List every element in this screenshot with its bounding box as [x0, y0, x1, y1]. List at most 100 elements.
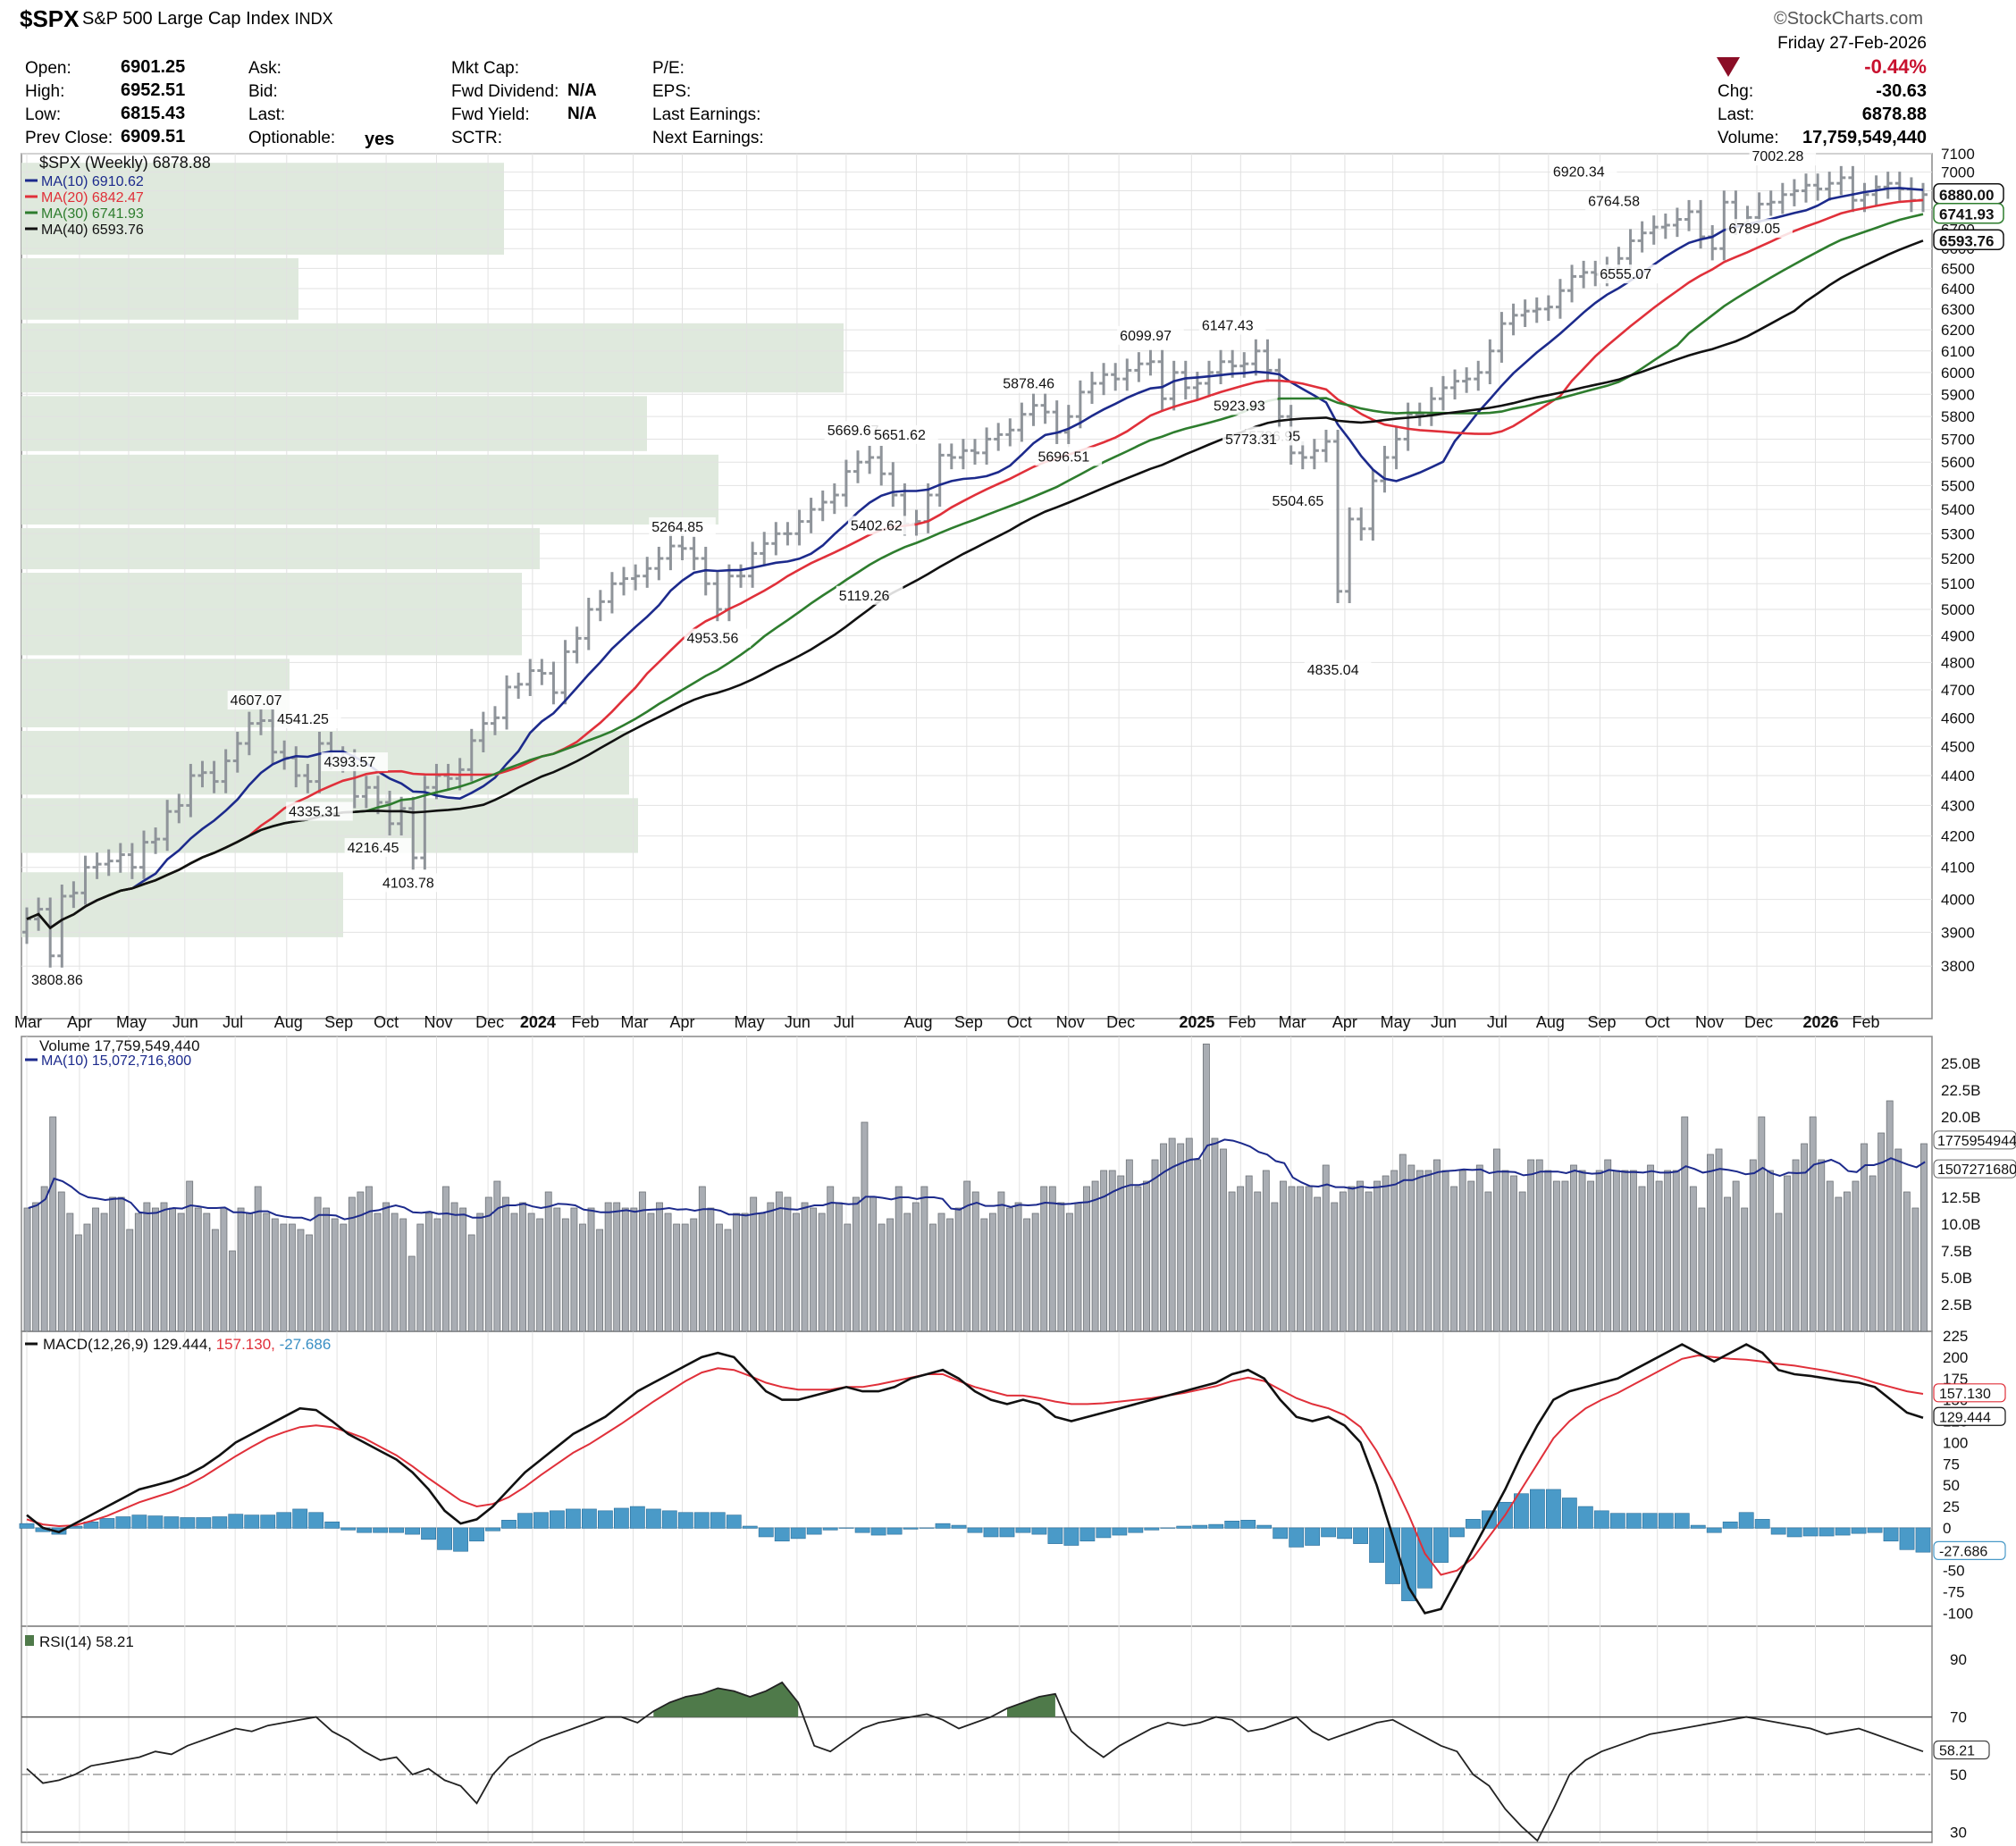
volume-bar: [1160, 1143, 1168, 1332]
macd-histogram-bar: [1706, 1527, 1722, 1533]
low-value: 6815.43: [121, 104, 186, 123]
macd-histogram-bar: [1096, 1527, 1112, 1539]
volume-value-tag: [1933, 1159, 2016, 1179]
volume-bar: [1886, 1100, 1894, 1332]
volume-bar: [57, 1191, 65, 1332]
price-value-tag-text: 6593.76: [1939, 232, 1994, 249]
price-annotation: 4541.25: [277, 712, 329, 727]
volume-bar: [297, 1229, 305, 1332]
volume-bar: [690, 1218, 698, 1332]
volume-bar: [1151, 1159, 1159, 1332]
annotation-bg: [1726, 219, 1793, 239]
legend-swatch: [25, 1635, 34, 1646]
volume-bar: [869, 1196, 877, 1332]
x-axis-label: May: [116, 1013, 147, 1031]
macd-histogram-bar: [1256, 1524, 1273, 1529]
x-axis-label: Feb: [572, 1013, 600, 1031]
macd-histogram-bar: [935, 1523, 951, 1529]
volume-bar: [459, 1207, 467, 1332]
rsi-legend-title: RSI(14) 58.21: [39, 1633, 134, 1650]
macd-histogram-bar: [613, 1507, 629, 1529]
volume-bar: [1424, 1170, 1432, 1332]
volume-bar: [1595, 1170, 1603, 1332]
annotation-bg: [1210, 396, 1278, 415]
volume-bar: [1629, 1170, 1637, 1332]
volume-profile-bar: [21, 396, 647, 451]
volume-bar: [1143, 1180, 1150, 1332]
volume-bar: [1835, 1196, 1843, 1332]
volume-bar: [1869, 1175, 1877, 1332]
macd-value-tag: [1933, 1406, 2006, 1426]
macd-histogram-bar: [1530, 1489, 1545, 1529]
ma20-line: [26, 198, 1924, 930]
volume-bar: [1501, 1170, 1509, 1332]
macd-histogram-bar: [1674, 1513, 1690, 1529]
volume-bar: [1724, 1196, 1732, 1332]
annotation-bg: [684, 628, 752, 648]
volume-bar: [246, 1212, 254, 1332]
exchange-text: INDX: [294, 10, 333, 28]
volume-bar: [988, 1212, 996, 1332]
x-axis-label: Mar: [1279, 1013, 1306, 1031]
volume-bar: [1715, 1148, 1723, 1332]
macd-histogram-bar: [501, 1520, 517, 1529]
volume-bar: [1450, 1186, 1458, 1332]
volume-bar: [1647, 1164, 1654, 1332]
volume-bar: [450, 1202, 458, 1332]
volume-bar: [1818, 1159, 1826, 1332]
volume-bar: [416, 1223, 424, 1332]
macd-histogram-bar: [1321, 1527, 1337, 1538]
next-earnings-label: Next Earnings:: [652, 129, 764, 147]
macd-histogram-bar: [1305, 1527, 1321, 1546]
volume-bar: [1031, 1212, 1039, 1332]
volume-bar: [1083, 1186, 1090, 1332]
volume-bar: [1527, 1159, 1535, 1332]
macd-histogram-bar: [758, 1527, 774, 1538]
macd-histogram-bar: [1593, 1510, 1609, 1529]
volume-bar: [1373, 1180, 1382, 1332]
price-y-tick: 4600: [1941, 709, 1975, 726]
x-axis-label: Dec: [475, 1013, 504, 1031]
volume-bar: [895, 1186, 903, 1332]
volume-bar: [1331, 1202, 1339, 1332]
volume-bar: [587, 1207, 595, 1332]
macd-histogram-bar: [582, 1508, 597, 1529]
macd-histogram-bar: [1192, 1524, 1208, 1529]
fwd-yield-label: Fwd Yield:: [451, 105, 530, 124]
macd-histogram-bar: [308, 1512, 324, 1529]
volume-bar: [1134, 1186, 1142, 1332]
rsi-y-tick: 90: [1950, 1651, 1967, 1668]
annotation-bg: [871, 424, 938, 444]
price-annotation: 5651.62: [874, 428, 926, 443]
volume-bar: [1775, 1212, 1783, 1332]
high-label: High:: [25, 82, 65, 101]
price-annotation: 5504.65: [1272, 494, 1323, 509]
volume-bar: [758, 1212, 766, 1332]
macd-value-tag: [1933, 1383, 2006, 1403]
volume-bar: [314, 1196, 322, 1332]
volume-bar: [1357, 1180, 1364, 1332]
macd-histogram-bar: [212, 1516, 228, 1529]
volume-bar: [604, 1202, 612, 1332]
price-y-tick: 4700: [1941, 682, 1975, 699]
volume-bar: [1510, 1175, 1517, 1332]
x-axis-label: Jun: [785, 1013, 811, 1031]
volume-bar: [1108, 1170, 1116, 1332]
ask-label: Ask:: [248, 59, 281, 78]
macd-histogram-bar: [357, 1527, 373, 1533]
chg-value: -30.63: [1876, 81, 1927, 101]
macd-histogram-bar: [1786, 1527, 1802, 1538]
macd-histogram-bar: [597, 1510, 613, 1529]
price-annotation: 5696.51: [1037, 449, 1089, 465]
volume-bar: [1749, 1159, 1757, 1332]
volume-bar: [1390, 1170, 1399, 1332]
volume-bar: [1732, 1180, 1740, 1332]
macd-histogram-bar: [726, 1515, 742, 1529]
volume-value-tag: [1933, 1130, 2016, 1150]
macd-histogram-bar: [886, 1527, 903, 1535]
price-y-tick: 4100: [1941, 860, 1975, 877]
brand-logo[interactable]: ©StockCharts.com: [1773, 9, 1923, 29]
volume-bar: [1194, 1159, 1202, 1332]
volume-bar: [1621, 1170, 1629, 1332]
